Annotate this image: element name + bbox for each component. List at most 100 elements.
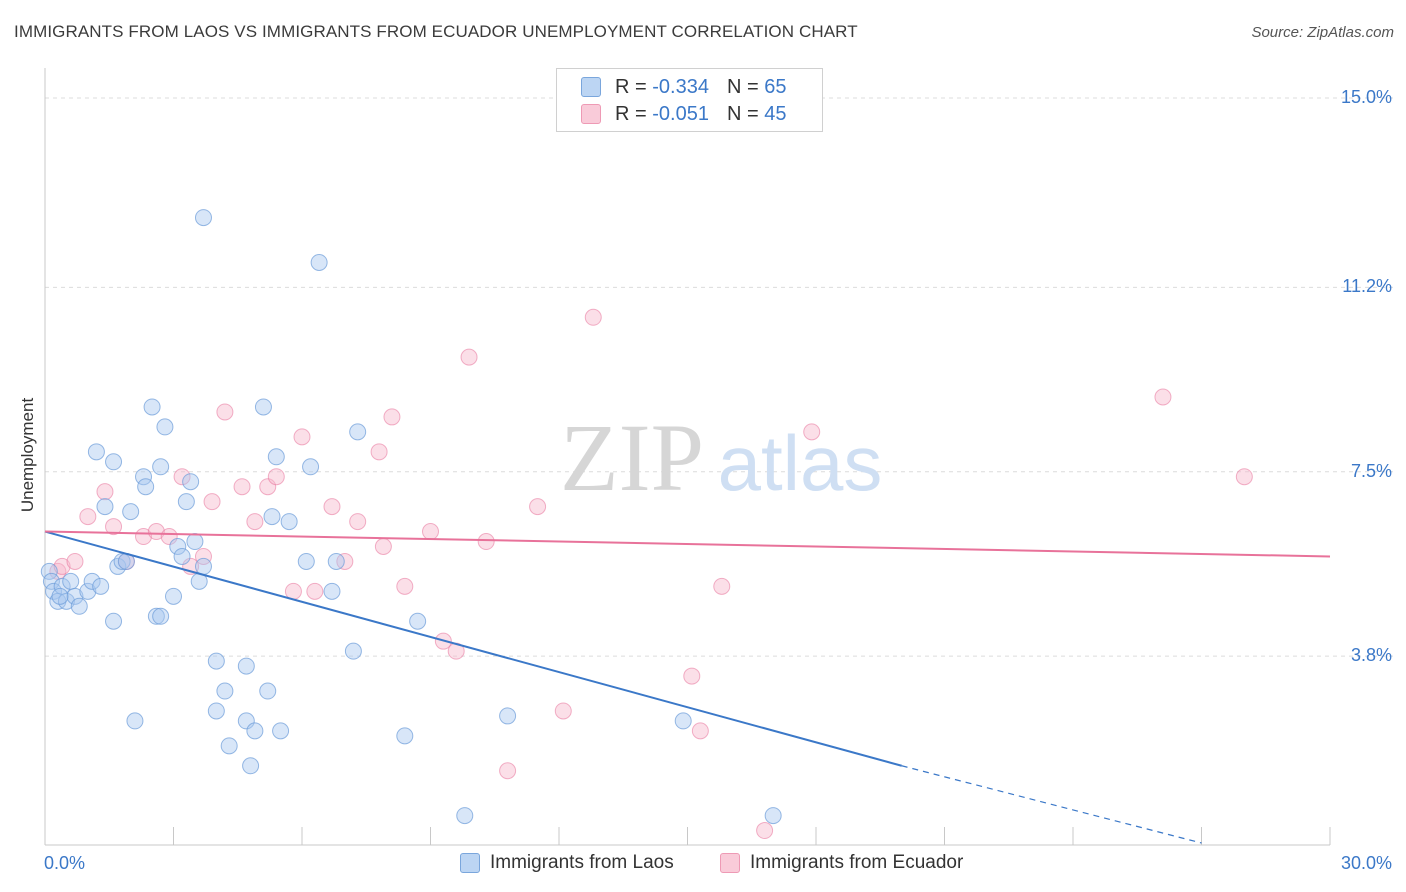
- data-point-laos: [169, 538, 187, 555]
- data-point-ecuador: [349, 513, 367, 531]
- data-point-laos: [137, 478, 155, 496]
- data-point-ecuador: [422, 523, 439, 541]
- data-point-laos: [186, 533, 204, 551]
- data-point-laos: [764, 807, 782, 825]
- data-point-laos: [302, 458, 320, 476]
- legend-row-laos: R = -0.334 N = 65: [581, 75, 786, 99]
- data-point-ecuador: [216, 403, 234, 421]
- legend-r-label: R =: [615, 75, 647, 98]
- data-point-laos: [152, 458, 170, 476]
- legend-n-label: N =: [726, 75, 759, 98]
- data-point-laos: [216, 682, 234, 700]
- data-point-laos: [194, 557, 212, 575]
- data-point-ecuador: [584, 308, 602, 326]
- data-point-ecuador: [529, 498, 547, 516]
- data-point-laos: [122, 503, 140, 521]
- data-point-ecuador: [554, 702, 572, 720]
- data-point-ecuador: [194, 547, 212, 565]
- stats-legend: R = -0.334 N = 65 R = -0.051 N = 45: [556, 68, 823, 132]
- data-point-laos: [105, 612, 123, 630]
- data-point-ecuador: [713, 577, 731, 595]
- data-point-laos: [409, 612, 427, 630]
- data-point-ecuador: [323, 498, 341, 516]
- data-point-laos: [156, 418, 174, 436]
- bottom-legend-laos: Immigrants from Laos: [460, 852, 674, 874]
- data-point-ecuador: [396, 577, 414, 595]
- bottom-legend-swatch-ecuador: [720, 853, 740, 873]
- y-tick-label: 7.5%: [1350, 460, 1392, 481]
- watermark-atlas: atlas: [718, 419, 883, 507]
- data-point-laos: [220, 737, 238, 755]
- data-point-laos: [327, 552, 345, 570]
- data-point-ecuador: [803, 423, 821, 441]
- data-point-laos: [194, 209, 212, 227]
- data-point-laos: [267, 448, 285, 466]
- data-point-ecuador: [336, 552, 354, 570]
- data-point-laos: [87, 443, 105, 461]
- data-point-laos: [272, 722, 290, 740]
- data-point-laos: [40, 562, 58, 580]
- y-axis-label: Unemployment: [18, 397, 37, 513]
- legend-r-value-ecuador: -0.051: [652, 102, 709, 125]
- data-point-ecuador: [370, 443, 388, 461]
- data-point-laos: [499, 707, 517, 725]
- data-point-ecuador: [173, 468, 191, 486]
- data-point-laos: [263, 508, 281, 526]
- data-point-laos: [83, 572, 101, 590]
- data-point-laos: [259, 682, 277, 700]
- data-point-ecuador: [756, 822, 774, 840]
- data-point-laos: [323, 582, 341, 600]
- data-point-laos: [456, 807, 474, 825]
- series-laos-points: [40, 209, 782, 825]
- data-point-ecuador: [306, 582, 324, 600]
- data-point-ecuador: [460, 348, 478, 366]
- data-point-ecuador: [53, 557, 71, 575]
- data-point-ecuador: [267, 468, 285, 486]
- data-point-ecuador: [96, 483, 114, 501]
- trend-line-laos-extension: [901, 765, 1202, 844]
- y-tick-label: 15.0%: [1340, 87, 1392, 107]
- data-point-ecuador: [477, 533, 495, 551]
- data-point-laos: [173, 547, 191, 565]
- x-tick-max: 30.0%: [1340, 853, 1392, 873]
- bottom-legend-swatch-laos: [460, 853, 480, 873]
- data-point-laos: [42, 572, 60, 590]
- x-tick-min: 0.0%: [44, 853, 86, 873]
- data-point-laos: [70, 597, 88, 615]
- legend-swatch-ecuador: [581, 104, 601, 124]
- data-point-ecuador: [374, 538, 392, 555]
- data-point-laos: [51, 587, 69, 605]
- data-point-laos: [66, 587, 84, 605]
- data-point-ecuador: [1154, 388, 1172, 406]
- trend-lines: [44, 530, 1331, 844]
- data-point-ecuador: [233, 478, 251, 496]
- data-point-ecuador: [1235, 468, 1253, 486]
- data-point-laos: [207, 652, 225, 670]
- data-point-ecuador: [499, 762, 517, 780]
- watermark: ZIP atlas: [560, 404, 882, 511]
- bottom-legend-label-ecuador: Immigrants from Ecuador: [750, 852, 964, 873]
- data-point-laos: [62, 572, 80, 590]
- data-point-laos: [297, 552, 315, 570]
- data-point-laos: [280, 513, 298, 531]
- data-point-laos: [177, 493, 195, 511]
- data-point-laos: [246, 722, 264, 740]
- data-point-laos: [674, 712, 692, 730]
- legend-n-value-ecuador: 45: [764, 102, 787, 125]
- data-point-laos: [182, 473, 200, 491]
- legend-n-label: N =: [726, 102, 759, 125]
- legend-r-value-laos: -0.334: [652, 75, 709, 98]
- legend-r-label: R =: [615, 102, 647, 125]
- data-point-laos: [152, 607, 170, 625]
- data-point-ecuador: [293, 428, 311, 446]
- y-tick-label: 3.8%: [1350, 645, 1392, 666]
- data-point-laos: [105, 453, 123, 471]
- data-point-ecuador: [383, 408, 401, 426]
- data-point-ecuador: [79, 508, 97, 526]
- data-point-laos: [143, 398, 161, 416]
- data-point-ecuador: [683, 667, 701, 685]
- source-label: Source: ZipAtlas.com: [1251, 24, 1394, 41]
- data-point-ecuador: [147, 523, 165, 541]
- data-point-ecuador: [691, 722, 709, 740]
